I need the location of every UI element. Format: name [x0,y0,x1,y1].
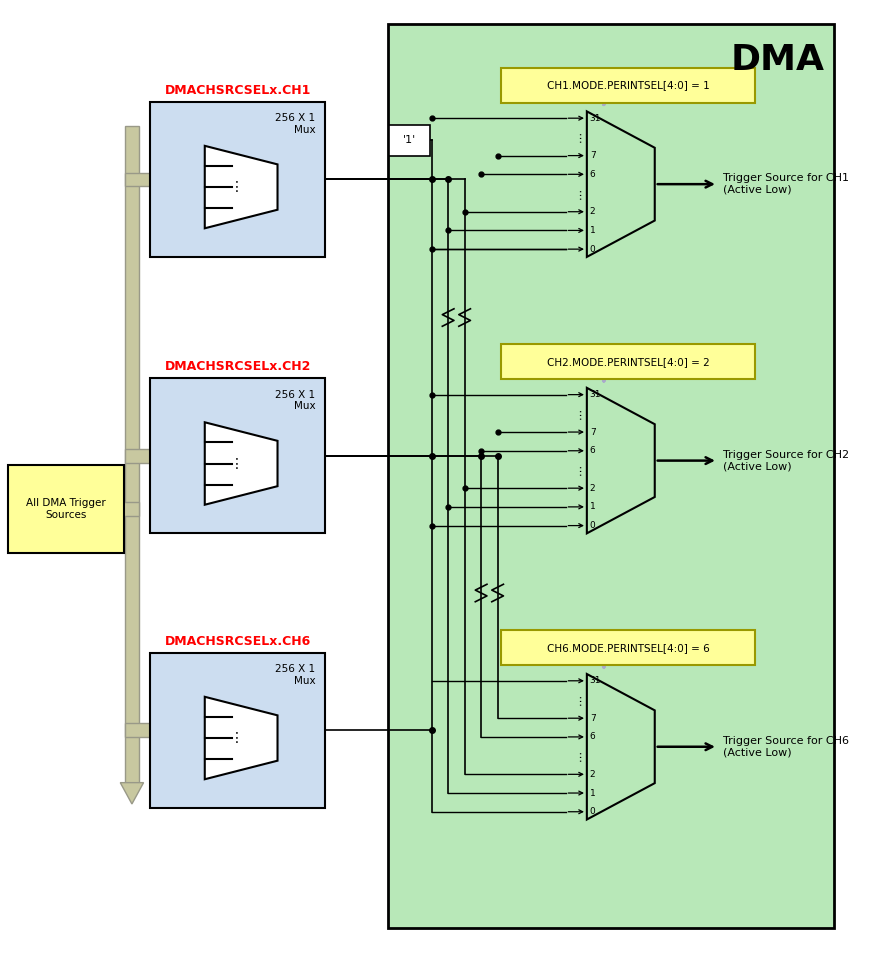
Text: CH6.MODE.PERINTSEL[4:0] = 6: CH6.MODE.PERINTSEL[4:0] = 6 [547,643,710,653]
Text: 2: 2 [589,770,596,779]
Text: Trigger Source for CH2
(Active Low): Trigger Source for CH2 (Active Low) [723,450,848,471]
Text: 6: 6 [589,170,596,179]
Polygon shape [125,126,139,782]
Polygon shape [120,782,144,804]
Polygon shape [150,169,162,190]
Polygon shape [125,724,150,737]
Polygon shape [388,24,835,928]
Text: 0: 0 [589,245,596,253]
Polygon shape [587,674,655,820]
FancyBboxPatch shape [389,125,430,156]
Text: 1: 1 [589,502,596,512]
Text: DMACHSRCSELx.CH1: DMACHSRCSELx.CH1 [165,84,310,97]
Polygon shape [150,445,162,467]
Text: 31: 31 [589,113,602,123]
Text: CH2.MODE.PERINTSEL[4:0] = 2: CH2.MODE.PERINTSEL[4:0] = 2 [547,357,710,367]
FancyBboxPatch shape [501,345,754,379]
Text: 7: 7 [589,151,596,160]
FancyBboxPatch shape [150,378,325,534]
Polygon shape [205,697,277,780]
Text: 2: 2 [589,484,596,492]
Text: 7: 7 [589,713,596,723]
Text: 256 X 1
Mux: 256 X 1 Mux [276,113,316,135]
Text: 6: 6 [589,446,596,455]
Text: ⋯: ⋯ [576,187,586,199]
Text: DMA: DMA [731,43,825,78]
Polygon shape [587,111,655,257]
FancyBboxPatch shape [501,631,754,665]
Text: DMACHSRCSELx.CH6: DMACHSRCSELx.CH6 [165,635,310,648]
Polygon shape [125,173,150,186]
Text: 7: 7 [589,427,596,437]
Text: '1': '1' [403,135,416,146]
Polygon shape [150,720,162,741]
Text: ⋯: ⋯ [576,750,586,761]
Text: DMACHSRCSELx.CH2: DMACHSRCSELx.CH2 [165,360,310,373]
Text: ⋮: ⋮ [229,180,243,194]
Text: 6: 6 [589,732,596,741]
Text: 1: 1 [589,226,596,235]
FancyBboxPatch shape [8,466,124,553]
Text: ⋮: ⋮ [229,457,243,470]
Text: CH1.MODE.PERINTSEL[4:0] = 1: CH1.MODE.PERINTSEL[4:0] = 1 [547,81,710,90]
Polygon shape [66,502,139,516]
Text: ⋯: ⋯ [576,464,586,475]
FancyBboxPatch shape [150,653,325,808]
Polygon shape [205,146,277,228]
Text: 1: 1 [589,788,596,798]
Text: 2: 2 [589,207,596,216]
Text: 256 X 1
Mux: 256 X 1 Mux [276,390,316,412]
Text: Trigger Source for CH6
(Active Low): Trigger Source for CH6 (Active Low) [723,736,848,757]
Text: 0: 0 [589,807,596,816]
Text: 31: 31 [589,676,602,685]
Text: ⋯: ⋯ [576,408,586,419]
Polygon shape [125,449,150,463]
Text: 31: 31 [589,390,602,399]
Text: Trigger Source for CH1
(Active Low): Trigger Source for CH1 (Active Low) [723,174,848,195]
Text: 256 X 1
Mux: 256 X 1 Mux [276,664,316,685]
Text: 0: 0 [589,521,596,530]
Text: All DMA Trigger
Sources: All DMA Trigger Sources [26,498,106,520]
Text: ⋯: ⋯ [576,132,586,142]
Polygon shape [587,388,655,534]
FancyBboxPatch shape [150,102,325,257]
Text: ⋮: ⋮ [229,731,243,745]
Polygon shape [205,422,277,505]
Text: ⋯: ⋯ [576,694,586,705]
FancyBboxPatch shape [501,68,754,103]
